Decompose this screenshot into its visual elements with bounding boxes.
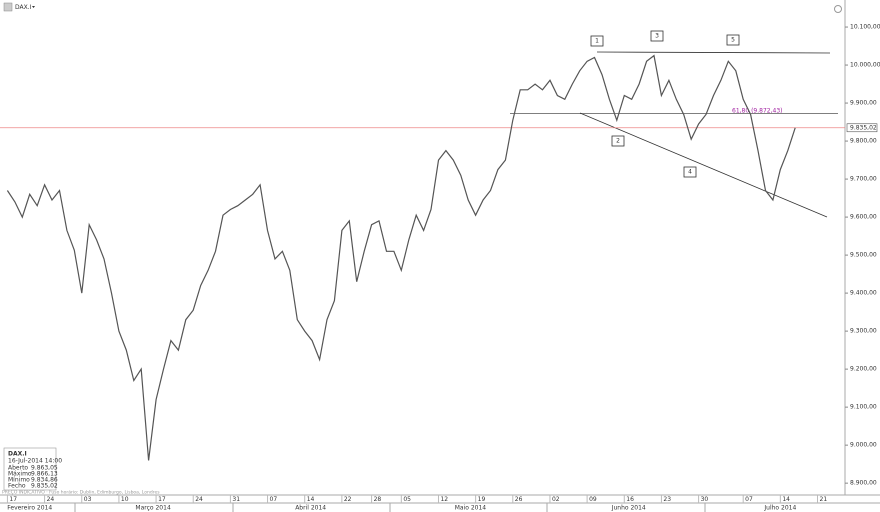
info-value: 9.835,02 (31, 483, 58, 490)
last-price-label: 9.835,02 (850, 124, 877, 131)
x-tick-label: 22 (344, 496, 352, 503)
pattern-box (611, 135, 625, 147)
dropdown[interactable] (32, 6, 35, 8)
x-tick-label: 07 (270, 496, 278, 503)
y-tick-label: 9.500,00 (850, 252, 877, 259)
info-key: Mínimo (8, 477, 30, 484)
month-label: Maio 2014 (455, 505, 487, 512)
y-tick-label: 9.600,00 (850, 214, 877, 221)
symbol-icon (3, 2, 13, 12)
y-tick-label: 8.900,00 (850, 480, 877, 487)
last-price-box (846, 123, 878, 133)
month-label: Junho 2014 (611, 505, 646, 512)
x-tick-label: 14 (782, 496, 790, 503)
info-datetime: 16-Jul-2014 14:00 (8, 458, 62, 465)
y-tick-label: 9.800,00 (850, 138, 877, 145)
pattern-box (590, 35, 604, 47)
pattern-box (683, 166, 697, 178)
x-tick-label: 21 (820, 496, 828, 503)
x-tick-label: 19 (478, 496, 486, 503)
x-tick-label: 16 (626, 496, 634, 503)
info-value: 9.863,05 (31, 465, 58, 472)
pattern-label: 4 (688, 169, 692, 176)
pattern-box (650, 30, 664, 42)
x-tick-label: 02 (552, 496, 560, 503)
y-tick-label: 9.900,00 (850, 100, 877, 107)
footer: PREÇO INDICATIVO · Fuso horário: Dublin,… (2, 489, 160, 496)
x-tick-label: 17 (9, 496, 17, 503)
pattern-label: 5 (731, 37, 735, 44)
y-tick-label: 10.000,00 (850, 62, 880, 69)
x-tick-label: 05 (403, 496, 411, 503)
resistance-line (596, 51, 831, 54)
info-title: DAX.I (8, 451, 27, 458)
x-tick-label: 26 (515, 496, 523, 503)
price-line (6, 54, 796, 461)
month-label: Março 2014 (135, 505, 171, 512)
y-tick-label: 10.100,00 (850, 24, 880, 31)
symbol[interactable]: DAX.I (15, 4, 32, 11)
y-tick-label: 9.000,00 (850, 442, 877, 449)
x-tick-label: 03 (84, 496, 92, 503)
settings[interactable] (834, 5, 842, 13)
month-label: Julho 2014 (763, 505, 796, 512)
info-value: 9.834,86 (31, 477, 58, 484)
month-label: Abril 2014 (295, 505, 326, 512)
x-tick-label: 12 (440, 496, 448, 503)
x-tick-label: 09 (589, 496, 597, 503)
info-key: Máximo (8, 471, 32, 478)
fib-label: 61,80 (9.872,43) (732, 108, 782, 115)
y-tick-label: 9.300,00 (850, 328, 877, 335)
pattern-box (726, 34, 740, 46)
x-tick-label: 31 (232, 496, 240, 503)
trend-line (579, 112, 828, 218)
x-tick-label: 17 (158, 496, 166, 503)
month-separators (74, 503, 706, 512)
pattern-label: 1 (595, 38, 599, 45)
x-tick-label: 30 (701, 496, 709, 503)
y-tick-label: 9.400,00 (850, 290, 877, 297)
x-tick-label: 07 (745, 496, 753, 503)
x-tick-label: 28 (374, 496, 382, 503)
pattern-label: 3 (655, 33, 659, 40)
y-tick-label: 9.200,00 (850, 366, 877, 373)
month-label: Fevereiro 2014 (7, 505, 52, 512)
x-tick-label: 14 (307, 496, 315, 503)
info-key: Aberto (8, 465, 28, 472)
x-tick-label: 24 (47, 496, 55, 503)
x-tick-label: 10 (121, 496, 129, 503)
y-tick-label: 9.700,00 (850, 176, 877, 183)
info-box: DAX.I 16-Jul-2014 14:00 Aberto 9.863,05Má… (3, 447, 62, 491)
info-key: Fecho (8, 483, 26, 490)
info-value: 9.866,13 (31, 471, 58, 478)
y-tick-label: 9.100,00 (850, 404, 877, 411)
pattern-label: 2 (616, 138, 620, 145)
x-tick-label: 23 (663, 496, 671, 503)
x-tick-label: 24 (195, 496, 203, 503)
